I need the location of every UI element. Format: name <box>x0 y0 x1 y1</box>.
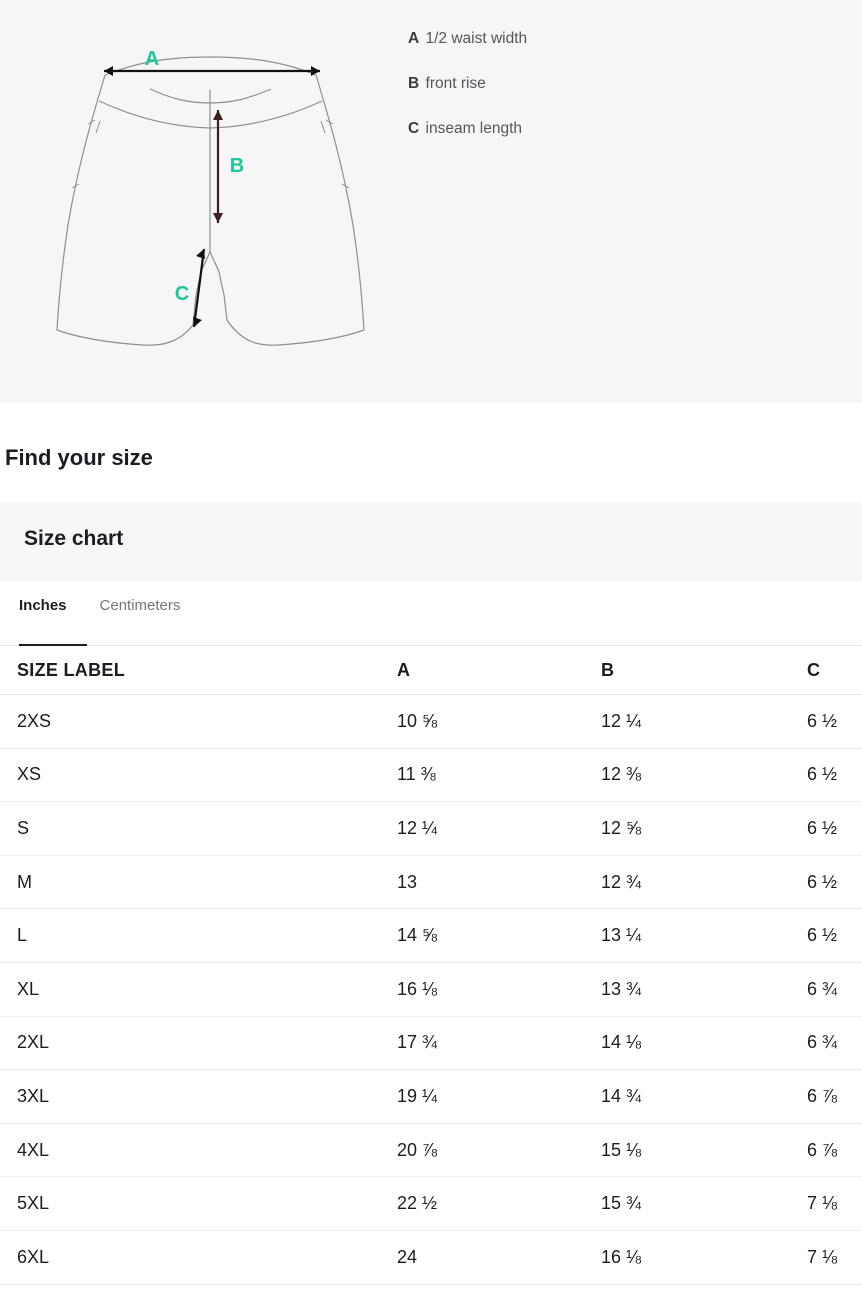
svg-text:C: C <box>175 283 189 305</box>
svg-text:A: A <box>145 48 159 70</box>
svg-text:B: B <box>230 155 244 177</box>
